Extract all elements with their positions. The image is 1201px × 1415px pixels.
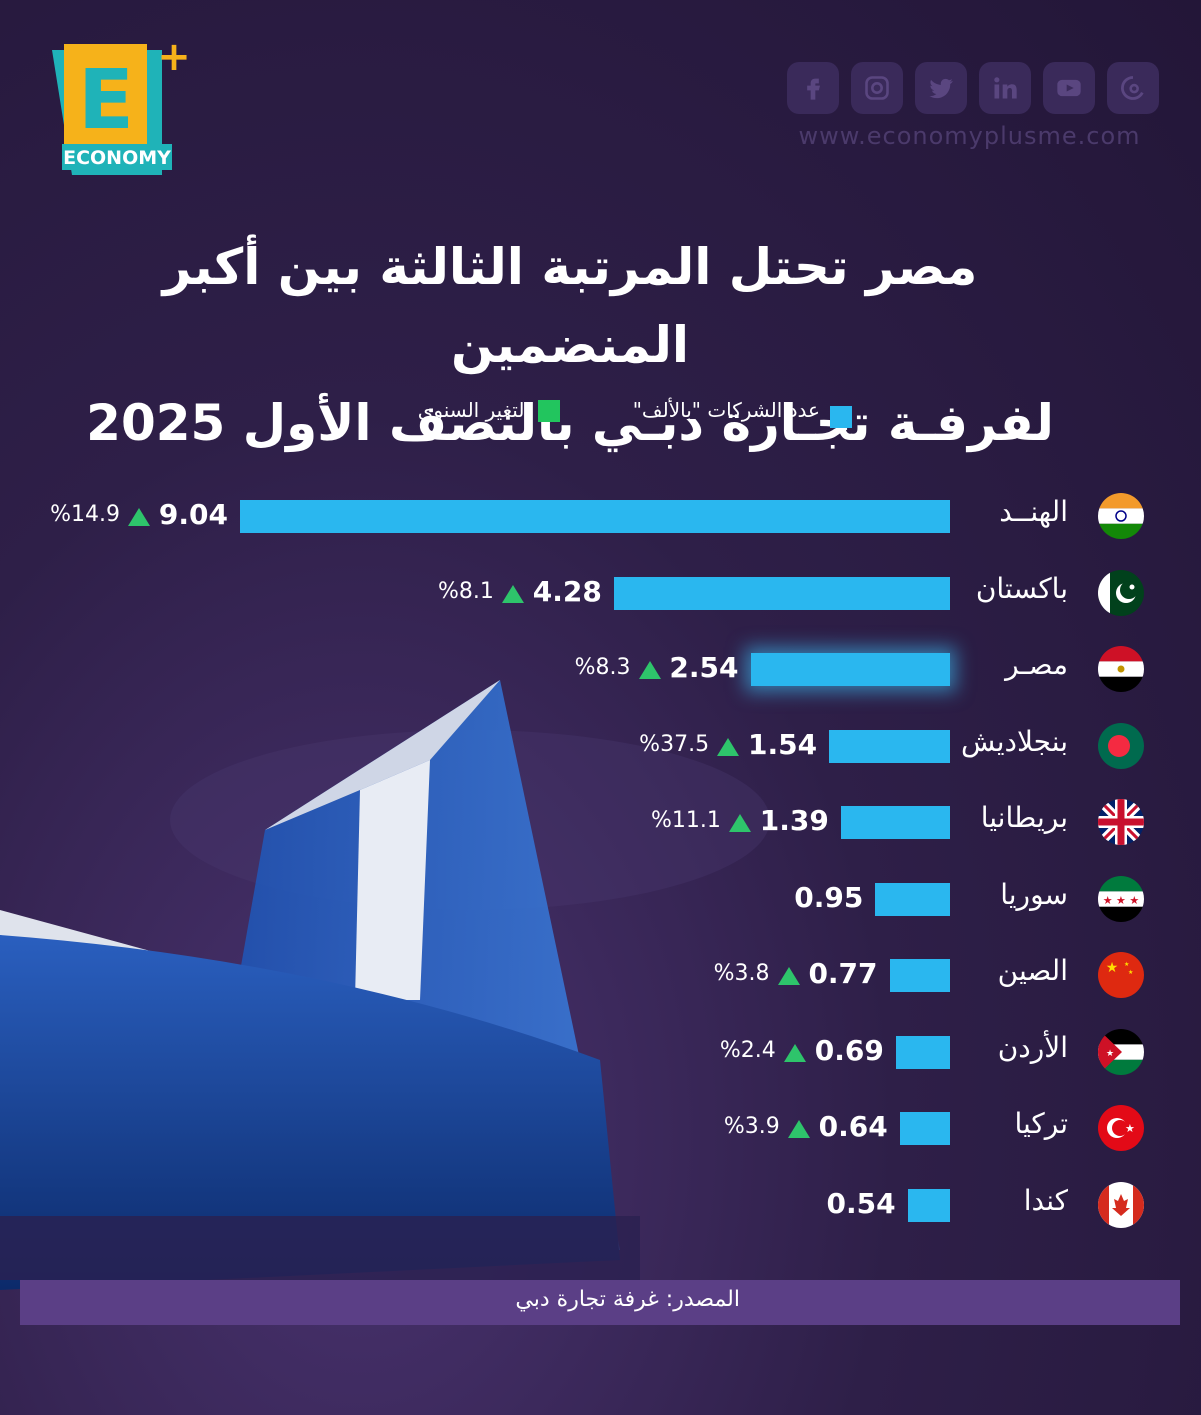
instagram-icon[interactable] xyxy=(851,62,903,114)
source-text: المصدر: غرفة تجارة دبي xyxy=(515,1287,740,1312)
change-label: %11.1 xyxy=(650,808,721,833)
flag-icon xyxy=(1098,569,1144,616)
legend: عدد الشركات "بالألف" التغير السنوي xyxy=(380,396,880,432)
website-url[interactable]: www.economyplusme.com xyxy=(798,122,1141,150)
flag-icon: ★ xyxy=(1098,1105,1144,1151)
flag-icon: ★ xyxy=(1098,1028,1144,1075)
bar xyxy=(613,576,950,610)
bar xyxy=(875,882,950,916)
bar xyxy=(907,1188,950,1222)
flag-icon: ★ ★ ★ xyxy=(1098,875,1144,922)
legend-label-change: التغير السنوي xyxy=(417,398,530,422)
value-label: 0.54 xyxy=(826,1186,896,1220)
svg-text:★: ★ xyxy=(1128,969,1133,976)
country-label: كندا xyxy=(1023,1183,1068,1217)
change-label: %8.1 xyxy=(437,578,494,604)
increase-arrow-icon xyxy=(501,584,524,603)
legend-label-companies: عدد الشركات "بالألف" xyxy=(632,398,820,422)
value-label: 9.04 xyxy=(158,498,228,531)
country-label: الصين xyxy=(997,954,1068,987)
svg-text:ECONOMY: ECONOMY xyxy=(63,147,171,169)
facebook-icon[interactable] xyxy=(787,62,839,114)
flag-icon xyxy=(1098,722,1144,769)
flag-icon xyxy=(1098,799,1144,845)
increase-arrow-icon xyxy=(717,737,740,756)
linkedin-icon[interactable] xyxy=(979,62,1031,114)
svg-text:E: E xyxy=(78,53,134,148)
change-label: %3.8 xyxy=(713,961,770,986)
legend-swatch-companies xyxy=(830,406,852,428)
flag-icon xyxy=(1098,1181,1144,1228)
country-label: الهنــد xyxy=(999,495,1068,528)
country-label: بريطانيا xyxy=(980,801,1068,834)
increase-arrow-icon xyxy=(777,967,800,985)
bar xyxy=(889,959,950,992)
bar xyxy=(240,500,950,533)
social-links xyxy=(787,62,1159,114)
bar xyxy=(829,729,950,763)
twitter-icon[interactable] xyxy=(915,62,967,114)
country-label: سوريا xyxy=(1000,877,1068,911)
bar xyxy=(899,1112,950,1145)
flag-icon: ★ ★★ xyxy=(1098,952,1144,998)
title-line-2: لفرفـة تجـارة دبـي بالنصف الأول 2025 xyxy=(86,394,1054,452)
increase-arrow-icon xyxy=(638,661,661,679)
legend-swatch-change xyxy=(538,400,560,422)
flag-icon xyxy=(1098,493,1144,539)
youtube-icon[interactable] xyxy=(1043,62,1095,114)
change-label: %8.3 xyxy=(574,655,631,680)
chart-title: مصر تحتل المرتبة الثالثة بين أكبر المنضم… xyxy=(60,228,1080,462)
title-line-1: مصر تحتل المرتبة الثالثة بين أكبر المنضم… xyxy=(162,238,978,374)
svg-text:+: + xyxy=(157,40,191,80)
value-label: 0.69 xyxy=(814,1033,884,1067)
svg-text:★: ★ xyxy=(1106,1049,1114,1059)
change-label: %3.9 xyxy=(723,1114,780,1139)
country-label: باكستان xyxy=(975,571,1068,605)
threads-icon[interactable] xyxy=(1107,62,1159,114)
country-label: تركيا xyxy=(1014,1107,1068,1140)
value-label: 0.95 xyxy=(794,880,864,914)
svg-text:★: ★ xyxy=(1125,1122,1135,1135)
increase-arrow-icon xyxy=(728,814,751,832)
country-label: مصـر xyxy=(1005,648,1068,681)
country-label: بنجلاديش xyxy=(961,724,1068,758)
value-label: 4.28 xyxy=(532,574,602,608)
value-label: 1.54 xyxy=(747,727,818,761)
svg-text:★: ★ xyxy=(1106,960,1119,976)
value-label: 0.77 xyxy=(808,957,878,990)
bar xyxy=(895,1035,950,1069)
bar xyxy=(750,653,950,686)
svg-text:★: ★ xyxy=(1124,961,1129,968)
country-label: الأردن xyxy=(997,1030,1068,1064)
value-label: 0.64 xyxy=(818,1110,888,1143)
source-footer: المصدر: غرفة تجارة دبي xyxy=(20,1280,1180,1325)
value-label: 2.54 xyxy=(669,651,739,684)
value-label: 1.39 xyxy=(759,804,829,837)
flag-icon xyxy=(1098,646,1144,692)
economy-plus-logo: E + ECONOMY xyxy=(52,40,191,175)
change-label: %14.9 xyxy=(50,502,120,527)
change-label: %2.4 xyxy=(719,1037,776,1063)
increase-arrow-icon xyxy=(128,508,150,526)
svg-text:★ ★ ★: ★ ★ ★ xyxy=(1103,894,1140,907)
increase-arrow-icon xyxy=(783,1043,806,1062)
change-label: %37.5 xyxy=(639,731,710,757)
increase-arrow-icon xyxy=(787,1120,810,1138)
bar xyxy=(840,806,950,839)
